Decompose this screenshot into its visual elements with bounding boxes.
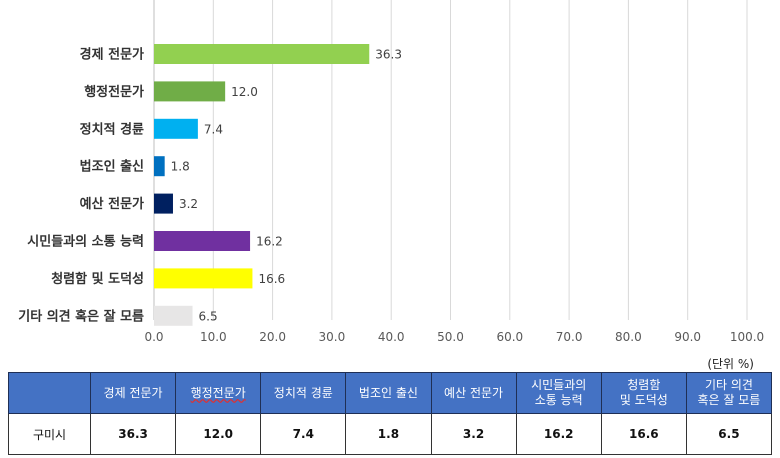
table-cell: 16.6 <box>600 413 687 455</box>
x-tick-label: 10.0 <box>200 330 227 344</box>
x-tick-labels: 0.0 10.0 20.0 30.0 40.0 50.0 60.0 70.0 80.0 90.0 1… <box>144 330 764 344</box>
bar <box>154 268 253 289</box>
data-label: 3.2 <box>179 197 198 211</box>
table-cell: 6.5 <box>685 413 773 455</box>
bar <box>154 81 226 102</box>
bar <box>154 156 165 177</box>
x-tick-label: 90.0 <box>674 330 701 344</box>
category-label: 기타 의견 혹은 잘 모름 <box>18 308 144 324</box>
category-label: 청렴함 및 도덕성 <box>51 271 144 287</box>
table-header-text: 행정전문가 <box>190 385 246 400</box>
category-label: 경제 전문가 <box>80 47 144 63</box>
table-header-row: 경제 전문가 행정전문가 정치적 경륜 법조인 출신 예산 전문가 시민들과의 … <box>8 372 773 414</box>
x-tick-label: 20.0 <box>259 330 286 344</box>
table-cell: 3.2 <box>430 413 517 455</box>
category-label: 시민들과의 소통 능력 <box>27 234 144 250</box>
table-header: 청렴함 및 도덕성 <box>600 372 687 414</box>
table-cell: 36.3 <box>89 413 177 455</box>
x-tick-label: 70.0 <box>556 330 583 344</box>
table-header: 시민들과의 소통 능력 <box>515 372 602 414</box>
table-header: 경제 전문가 <box>89 372 177 414</box>
data-labels: 36.3 12.0 7.4 1.8 3.2 16.2 16.6 6.5 <box>171 48 402 324</box>
data-label: 7.4 <box>204 122 223 136</box>
bar <box>154 44 370 64</box>
x-tick-label: 100.0 <box>730 330 764 344</box>
table-header: 정치적 경륜 <box>260 372 347 414</box>
category-label: 법조인 출신 <box>80 159 144 175</box>
table-header: 행정전문가 <box>175 372 262 414</box>
x-tick-label: 60.0 <box>496 330 523 344</box>
data-label: 36.3 <box>375 48 402 62</box>
category-label: 행정전문가 <box>84 84 144 100</box>
x-tick-label: 80.0 <box>615 330 642 344</box>
data-label: 6.5 <box>199 309 218 323</box>
table-header: 예산 전문가 <box>430 372 517 414</box>
unit-label: (단위 %) <box>707 357 754 371</box>
data-label: 16.2 <box>256 235 283 249</box>
table-header: 법조인 출신 <box>345 372 432 414</box>
table-header-corner <box>8 372 91 414</box>
data-label: 16.6 <box>258 272 285 286</box>
table-cell: 1.8 <box>345 413 432 455</box>
table-row: 구미시 36.3 12.0 7.4 1.8 3.2 16.2 16.6 6.5 <box>8 413 773 455</box>
x-tick-label: 0.0 <box>144 330 163 344</box>
bars <box>154 44 370 326</box>
data-label: 1.8 <box>171 160 190 174</box>
table-cell: 16.2 <box>515 413 602 455</box>
x-tick-label: 40.0 <box>378 330 405 344</box>
x-tick-label: 30.0 <box>319 330 346 344</box>
table-cell: 12.0 <box>175 413 262 455</box>
data-label: 12.0 <box>231 85 258 99</box>
table-row-label: 구미시 <box>8 413 91 455</box>
bar <box>154 231 251 251</box>
category-label: 예산 전문가 <box>80 196 144 212</box>
bar <box>154 305 193 326</box>
data-table: 경제 전문가 행정전문가 정치적 경륜 법조인 출신 예산 전문가 시민들과의 … <box>8 372 773 455</box>
bar <box>154 118 198 139</box>
table-header: 기타 의견 혹은 잘 모름 <box>685 372 773 414</box>
bar <box>154 193 173 214</box>
table-cell: 7.4 <box>260 413 347 455</box>
category-label: 정치적 경륜 <box>80 121 144 137</box>
x-tick-label: 50.0 <box>437 330 464 344</box>
